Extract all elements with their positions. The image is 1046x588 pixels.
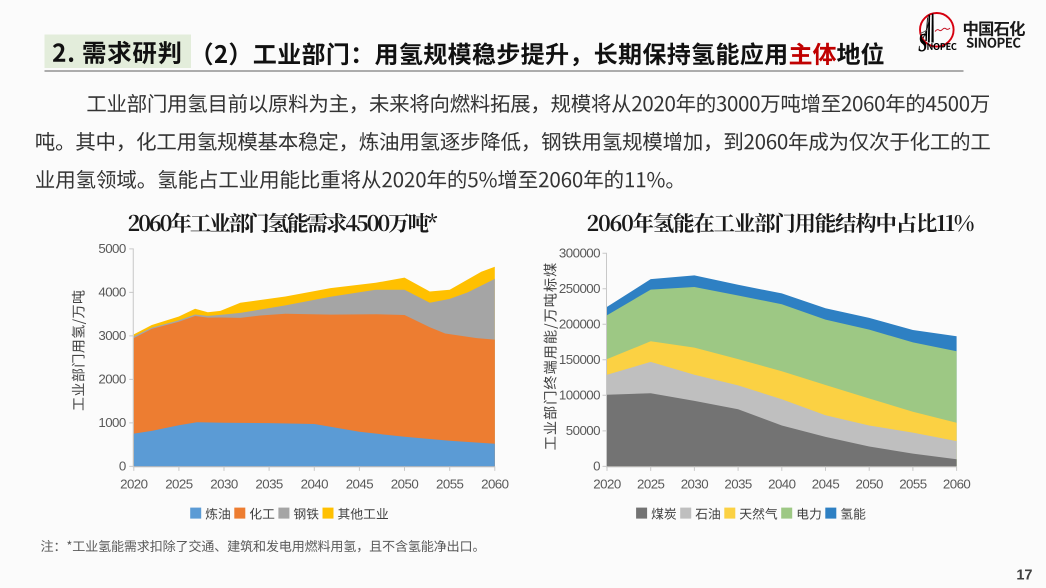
svg-text:2050: 2050 — [856, 477, 884, 492]
svg-text:2060: 2060 — [481, 477, 509, 492]
svg-text:2030: 2030 — [210, 477, 238, 492]
svg-text:200000: 200000 — [559, 317, 600, 332]
svg-text:5000: 5000 — [98, 241, 126, 256]
svg-text:2040: 2040 — [768, 477, 796, 492]
svg-text:4000: 4000 — [98, 285, 126, 300]
svg-text:17: 17 — [1016, 568, 1032, 584]
svg-text:2020: 2020 — [120, 477, 148, 492]
svg-text:100000: 100000 — [559, 388, 600, 403]
svg-text:2040: 2040 — [301, 477, 329, 492]
svg-text:0: 0 — [119, 459, 126, 474]
svg-text:2030: 2030 — [681, 477, 709, 492]
svg-text:3000: 3000 — [98, 328, 126, 343]
svg-text:1000: 1000 — [98, 415, 126, 430]
svg-text:2025: 2025 — [637, 477, 665, 492]
svg-text:2055: 2055 — [899, 477, 927, 492]
svg-text:150000: 150000 — [559, 352, 600, 367]
svg-text:2055: 2055 — [436, 477, 464, 492]
svg-text:2000: 2000 — [98, 372, 126, 387]
svg-text:2045: 2045 — [812, 477, 840, 492]
svg-text:2020: 2020 — [593, 477, 621, 492]
svg-text:2050: 2050 — [391, 477, 419, 492]
svg-text:300000: 300000 — [559, 245, 600, 260]
svg-text:2060: 2060 — [943, 477, 971, 492]
svg-text:50000: 50000 — [566, 423, 600, 438]
svg-text:2035: 2035 — [724, 477, 752, 492]
svg-text:2045: 2045 — [346, 477, 374, 492]
svg-text:2035: 2035 — [255, 477, 283, 492]
svg-text:0: 0 — [593, 459, 600, 474]
svg-text:250000: 250000 — [559, 281, 600, 296]
svg-text:2025: 2025 — [165, 477, 193, 492]
